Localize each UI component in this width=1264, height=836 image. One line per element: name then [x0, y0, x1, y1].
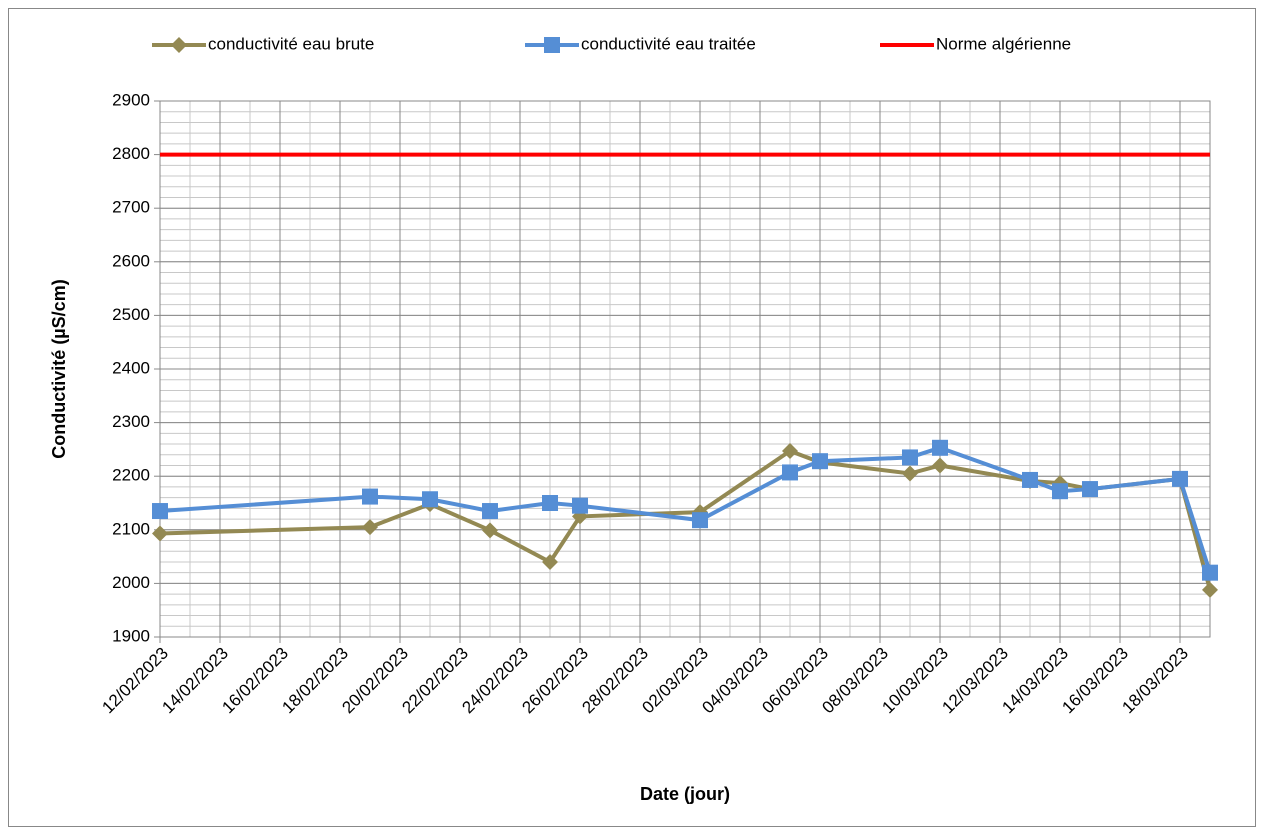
y-axis-title: Conductivité (µS/cm) — [49, 279, 69, 458]
point — [932, 457, 948, 474]
point — [152, 503, 168, 520]
y-tick-label: 2200 — [112, 466, 150, 485]
y-tick-label: 2900 — [112, 90, 150, 109]
point — [1082, 481, 1098, 498]
point — [932, 439, 948, 456]
y-tick-label: 2000 — [112, 573, 150, 592]
point — [812, 453, 828, 470]
point — [782, 464, 798, 481]
point — [1172, 470, 1188, 487]
point — [692, 512, 708, 529]
point — [902, 449, 918, 466]
point — [362, 488, 378, 505]
point — [152, 525, 168, 542]
legend-label: conductivité eau traitée — [581, 34, 756, 53]
series-line — [159, 448, 1212, 591]
point — [902, 465, 918, 482]
point — [482, 503, 498, 520]
point — [782, 443, 798, 460]
y-tick-label: 2400 — [112, 358, 150, 377]
legend-label: Norme algérienne — [936, 34, 1071, 53]
point — [1202, 581, 1218, 598]
legend-marker — [544, 37, 560, 53]
y-tick-label: 2800 — [112, 144, 150, 163]
y-tick-label: 2100 — [112, 519, 150, 538]
y-tick-label: 2500 — [112, 305, 150, 324]
y-tick-label: 2300 — [112, 412, 150, 431]
legend-marker — [171, 37, 187, 53]
point — [482, 522, 498, 539]
x-axis-title: Date (jour) — [640, 784, 730, 804]
legend-label: conductivité eau brute — [208, 34, 374, 53]
y-tick-label: 2700 — [112, 198, 150, 217]
point — [572, 497, 588, 514]
chart-border — [8, 8, 1256, 827]
point — [542, 553, 558, 570]
point — [1022, 471, 1038, 488]
y-tick-label: 1900 — [112, 626, 150, 645]
y-tick-label: 2600 — [112, 251, 150, 270]
point — [422, 491, 438, 508]
point — [542, 495, 558, 511]
point — [1052, 483, 1068, 500]
point — [362, 519, 378, 536]
series-line — [159, 445, 1212, 574]
plot-frame — [159, 100, 1211, 638]
point — [1202, 564, 1218, 581]
